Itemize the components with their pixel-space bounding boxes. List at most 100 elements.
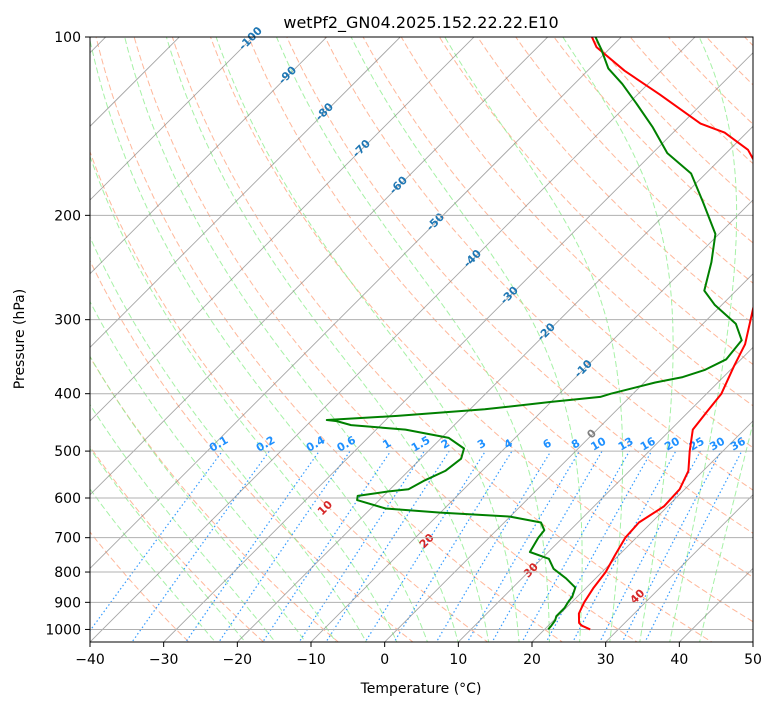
y-tick-label: 400 [54,387,81,403]
mixing-ratio-label: 1 [380,437,393,452]
mixing-ratio-line [491,450,603,642]
x-tick-label: 20 [523,652,541,668]
moist-adiabat-line [669,37,738,642]
x-tick-label: −10 [296,652,326,668]
moist-adiabat-line [124,37,459,642]
y-tick-label: 200 [54,208,81,224]
isotherm-label: -60 [387,173,410,196]
x-tick-label: −20 [223,652,253,668]
isotherm-line [90,37,475,422]
isotherm-line [90,37,622,570]
isotherm-label: -70 [350,137,373,160]
x-axis-ticks: −40 −30 −20 −10 0 10 20 30 40 50 [75,642,762,668]
moist-adiabat-line [165,37,490,642]
y-tick-label: 300 [54,313,81,329]
isotherm-line [90,37,328,275]
dry-adiabat-line [90,445,265,642]
dry-adiabat-line [95,37,564,642]
isotherm-line [457,346,753,642]
mixing-ratio-label: 3 [475,437,488,452]
dry-adiabat-line [286,37,753,534]
isotherm-label: -10 [572,357,595,380]
isotherm-line [163,52,753,642]
dry-adiabat-line [553,37,753,244]
isotherm-label: -90 [276,63,299,86]
isotherm-line [90,37,254,201]
dewpoint-profile-line [325,37,743,631]
mixing-ratio-line [545,450,653,642]
chart-title: wetPf2_GN04.2025.152.22.22.E10 [283,13,558,33]
mixing-ratio-line [325,450,450,642]
x-tick-label: 40 [670,652,688,668]
y-tick-label: 700 [54,531,81,547]
dry-adiabat-line [438,37,753,366]
x-tick-label: 0 [380,652,389,668]
dry-adiabat-line [400,37,753,407]
y-axis-label: Pressure (hPa) [12,289,28,389]
isotherm-line [236,125,753,642]
isotherm-line [384,273,753,642]
mixing-ratio-line [298,450,425,642]
moist-adiabat-line [90,488,216,642]
mixing-ratio-line [262,450,392,642]
mixing-ratio-label: 6 [541,436,554,451]
isotherm-line [90,37,180,127]
isotherm-line [90,37,696,642]
dry-adiabat-line [476,37,753,325]
dry-adiabat-line [90,150,489,642]
y-tick-label: 600 [54,491,81,507]
moist-adiabat-line [90,355,307,642]
x-tick-label: 30 [597,652,615,668]
series-layer [325,37,753,631]
isotherm-label: -40 [461,247,484,270]
isotherm-line [605,494,753,642]
mixing-ratio-line [185,450,320,642]
moist-adiabat-line [699,421,753,642]
y-tick-label: 500 [54,444,81,460]
dry-adiabat-line [90,259,414,642]
dry-adiabat-line [743,37,753,47]
x-tick-label: 50 [744,652,762,668]
isotherm-line [90,37,401,348]
dry-adiabat-line [667,37,753,125]
moist-adiabat-line [215,37,520,642]
mixing-ratio-line [466,450,580,642]
moist-adiabat-line [90,235,367,642]
mixing-ratio-line [131,450,270,642]
moist-adiabat-line [90,447,246,642]
dry-adiabat-line [324,37,753,491]
dry-adiabat-label: 10 [315,498,335,518]
mixing-ratio-line [393,450,513,642]
x-tick-label: −30 [149,652,179,668]
moist-adiabat-line [90,154,398,642]
x-tick-label: 10 [449,652,467,668]
isotherm-label: -20 [535,320,558,343]
temperature-profile-line [577,37,753,631]
y-tick-label: 1000 [45,622,81,638]
dry-adiabat-line [362,37,753,449]
dry-adiabat-line [90,356,339,642]
dry-adiabat-line [629,37,753,165]
dry-adiabat-line [248,37,753,578]
isotherm-line [531,420,753,642]
moist-adiabat-line [90,300,337,642]
background-lines [90,37,753,642]
isotherm-label: -100 [236,24,265,53]
mixing-ratio-line [621,450,722,642]
isotherm-line [310,199,753,642]
plot-frame [89,36,754,643]
y-tick-label: 900 [54,595,81,611]
dry-adiabat-line [209,37,753,623]
isotherm-line [90,37,549,496]
x-tick-label: −40 [75,652,105,668]
y-tick-label: 800 [54,565,81,581]
moist-adiabat-line [90,38,429,642]
dry-adiabat-line [171,37,713,642]
isotherm-label: -50 [424,210,447,233]
dry-adiabat-line [515,37,753,284]
dry-adiabat-line [705,37,753,86]
dry-adiabat-label: 30 [521,560,541,580]
mixing-ratio-line [644,450,743,642]
